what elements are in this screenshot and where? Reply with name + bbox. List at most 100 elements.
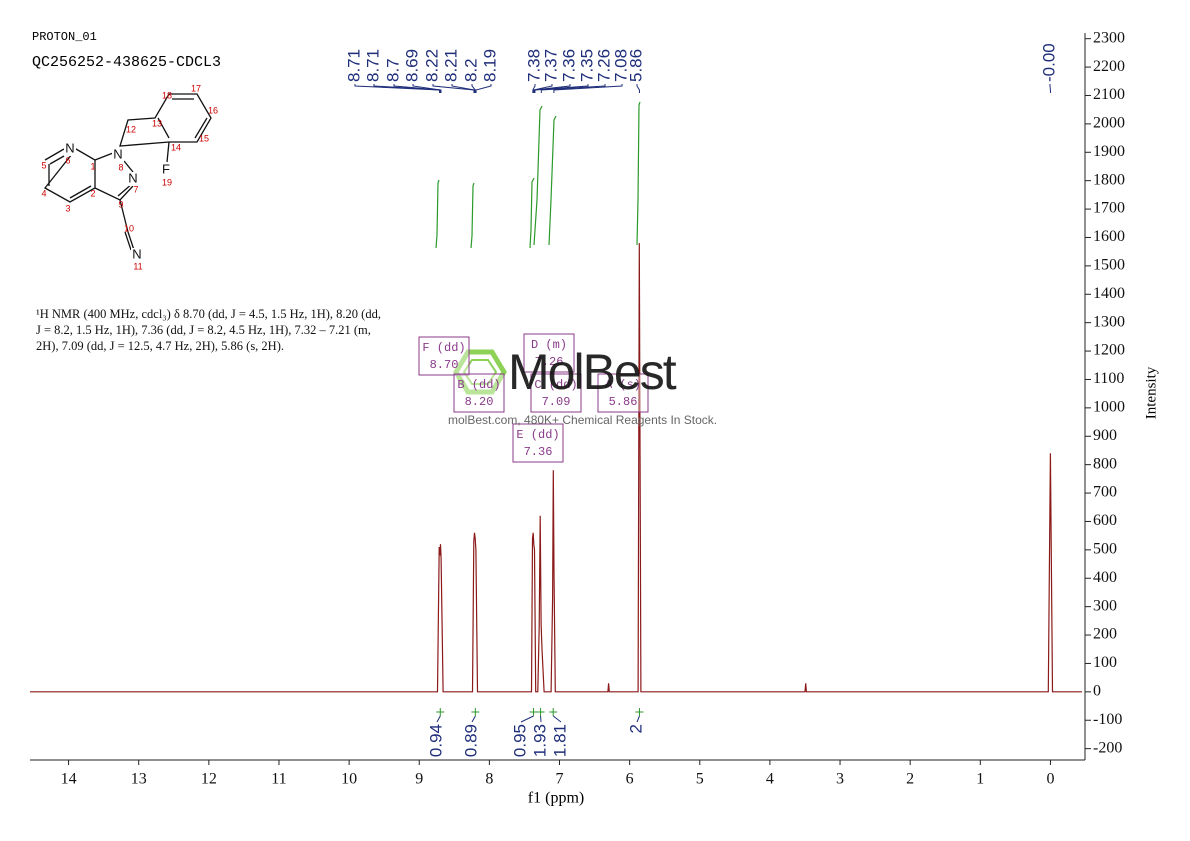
header: PROTON_01 — [32, 30, 97, 44]
y-tick-label: 1100 — [1093, 370, 1124, 387]
integral-connector — [471, 715, 476, 723]
peak-connector — [533, 84, 571, 93]
atom-number: 2 — [90, 188, 95, 198]
atom-number: 13 — [152, 118, 162, 128]
atom-number: 10 — [124, 223, 134, 233]
nmr-description: ¹H NMR (400 MHz, cdcl₃) δ 8.70 (dd, J = … — [36, 307, 381, 353]
peak-label: 7.37 — [541, 49, 560, 82]
atom-number: 1 — [90, 161, 95, 171]
atom-bg — [127, 172, 139, 186]
integral-label: 2 — [626, 724, 645, 733]
y-tick-label: 1900 — [1093, 143, 1125, 160]
x-tick-label: 14 — [61, 771, 77, 788]
peak-connector — [553, 84, 623, 93]
atom-number: 8 — [118, 162, 123, 172]
peak-label: 8.69 — [402, 49, 421, 82]
integral-label: 1.81 — [550, 724, 569, 757]
y-tick-label: 0 — [1093, 683, 1101, 700]
peak-connector — [373, 84, 441, 93]
peak-label: 7.35 — [577, 49, 596, 82]
multiplet-name: B (dd) — [457, 378, 500, 392]
atom-bg — [64, 142, 76, 156]
atom-number: 11 — [133, 261, 142, 271]
y-axis-label: Intensity — [1143, 366, 1159, 419]
peak-connector — [636, 84, 640, 93]
multiplet-box — [418, 336, 470, 376]
y-tick-label: 2100 — [1093, 86, 1125, 103]
atom-number: 19 — [162, 177, 172, 187]
multiplet-name: A (s) — [605, 378, 641, 392]
multiplet-box — [597, 373, 649, 413]
peak-label: 8.22 — [422, 49, 441, 82]
multiplet-name: E (dd) — [516, 428, 559, 442]
peak-connector — [532, 84, 536, 93]
multiplet-shift: 8.20 — [465, 395, 494, 409]
y-tick-label: 2000 — [1093, 115, 1125, 132]
multiplet-box — [453, 373, 505, 413]
y-tick-label: 800 — [1093, 455, 1117, 472]
y-tick-label: 200 — [1093, 626, 1117, 643]
x-tick-label: 11 — [271, 771, 286, 788]
peak-label: 7.26 — [594, 49, 613, 82]
atom-number: 15 — [199, 133, 209, 143]
chart-title: QC256252-438625-CDCL3 — [32, 54, 221, 71]
x-tick-label: 4 — [766, 771, 774, 788]
x-axis-label: f1 (ppm) — [528, 790, 584, 807]
atom-label: F — [162, 161, 170, 176]
multiplet-shift: 5.86 — [609, 395, 638, 409]
watermark-brand: MolBest — [508, 344, 677, 400]
y-tick-label: 2200 — [1093, 58, 1125, 75]
atom-number: 6 — [65, 155, 70, 165]
atom-number: 9 — [118, 199, 123, 209]
peak-connector — [412, 84, 442, 93]
x-tick-label: 2 — [906, 771, 914, 788]
peak-connector — [534, 84, 589, 93]
peak-label: 8.21 — [441, 49, 460, 82]
y-tick-label: 500 — [1093, 541, 1117, 558]
y-tick-label: 1300 — [1093, 313, 1125, 330]
peak-label: 7.38 — [524, 49, 543, 82]
x-tick-label: 9 — [415, 771, 423, 788]
y-tick-label: 900 — [1093, 427, 1117, 444]
peak-connector — [475, 84, 492, 93]
peak-connector — [393, 84, 441, 93]
atom-label: N — [132, 246, 141, 261]
x-tick-label: 0 — [1046, 771, 1054, 788]
peak-label: 8.71 — [344, 49, 363, 82]
atom-number: 17 — [191, 83, 201, 93]
atom-bg — [131, 248, 143, 262]
peak-label: -0.00 — [1039, 43, 1058, 82]
x-tick-label: 10 — [341, 771, 357, 788]
y-tick-label: 2300 — [1093, 29, 1125, 46]
atom-label: N — [65, 140, 74, 155]
atom-number: 5 — [41, 160, 46, 170]
y-tick-label: 1600 — [1093, 228, 1125, 245]
multiplet-box — [512, 423, 564, 463]
y-tick-label: 100 — [1093, 654, 1117, 671]
integral-connector — [552, 715, 562, 723]
y-tick-label: -200 — [1093, 739, 1122, 756]
peak-connector — [471, 84, 476, 93]
atom-number: 14 — [171, 142, 181, 152]
integral-connector — [436, 715, 441, 723]
x-tick-label: 3 — [836, 771, 844, 788]
atom-number: 16 — [208, 105, 218, 115]
peak-label: 8.2 — [461, 58, 480, 82]
y-tick-label: 1800 — [1093, 171, 1125, 188]
peak-label: 5.86 — [626, 49, 645, 82]
integral-curves — [435, 101, 641, 249]
x-tick-label: 1 — [976, 771, 984, 788]
peak-label: 8.71 — [363, 49, 382, 82]
x-tick-label: 5 — [696, 771, 704, 788]
integral-label: 1.93 — [530, 724, 549, 757]
atom-bg — [160, 163, 172, 177]
peak-connector — [451, 84, 476, 93]
multiplet-shift: 7.36 — [524, 445, 553, 459]
x-tick-label: 7 — [556, 771, 564, 788]
peak-label: 8.19 — [480, 49, 499, 82]
atom-number: 18 — [162, 90, 172, 100]
atom-number: 3 — [65, 203, 70, 213]
y-tick-label: -100 — [1093, 711, 1122, 728]
integral-label: 0.89 — [461, 724, 480, 757]
